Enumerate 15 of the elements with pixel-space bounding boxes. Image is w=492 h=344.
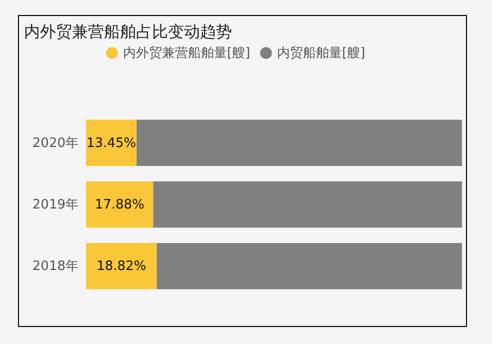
bar <box>86 181 154 228</box>
y-tick-label: 2018年 <box>32 259 78 274</box>
bar <box>86 120 137 166</box>
bar <box>156 243 462 290</box>
y-tick-label: 2019年 <box>32 198 78 212</box>
chart-title: 内外贸兼营船舶占比变动趋势 <box>24 22 232 41</box>
legend-label: 内贸船舶量[艘] <box>277 46 366 61</box>
bar <box>86 243 157 290</box>
bar <box>136 120 462 166</box>
data-label: 18.82% <box>96 259 146 274</box>
y-tick-label: 2020年 <box>32 136 78 151</box>
bar <box>153 181 462 228</box>
data-label: 17.88% <box>94 198 144 212</box>
data-label: 13.45% <box>86 136 136 151</box>
legend-label: 内外贸兼营船舶量[艘] <box>123 46 250 61</box>
